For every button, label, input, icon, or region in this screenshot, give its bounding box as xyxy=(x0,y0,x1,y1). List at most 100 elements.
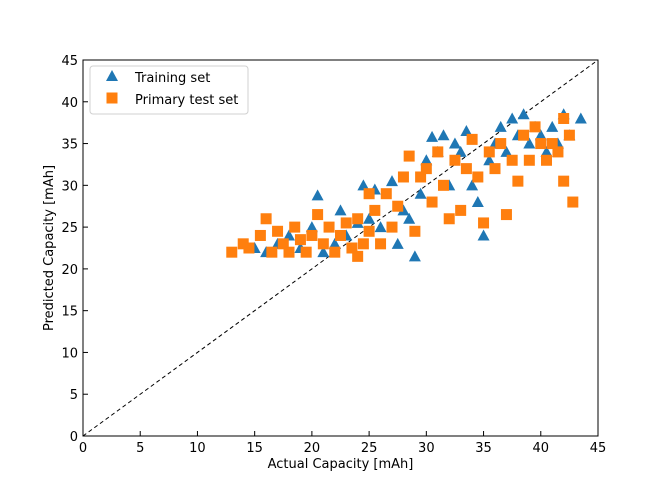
test-point-11 xyxy=(300,246,312,258)
test-point-28 xyxy=(397,171,409,183)
y-tick-label-3: 15 xyxy=(61,305,78,320)
test-point-19 xyxy=(346,242,358,254)
x-tick-label-6: 30 xyxy=(418,441,435,456)
training-point-8 xyxy=(328,237,341,249)
x-axis-label: Actual Capacity [mAh] xyxy=(268,457,414,472)
x-tick-label-5: 25 xyxy=(361,441,378,456)
x-tick-label-1: 5 xyxy=(136,441,144,456)
plot-area: 0 5 10 15 20 25 30 35 40 45 0 5 10 15 20 25 30 35 40 45 xyxy=(61,54,606,456)
test-point-16 xyxy=(329,246,341,258)
test-point-44 xyxy=(489,163,501,175)
test-point-8 xyxy=(283,246,295,258)
test-point-50 xyxy=(523,154,535,166)
test-point-37 xyxy=(449,154,461,166)
reference-line xyxy=(82,59,599,437)
test-point-36 xyxy=(443,213,455,225)
y-tick-label-1: 5 xyxy=(70,388,78,403)
training-point-20 xyxy=(408,250,421,262)
x-tick-label-3: 15 xyxy=(246,441,263,456)
training-point-31 xyxy=(471,196,484,208)
test-point-38 xyxy=(455,204,467,216)
legend-label-training-set: Training set xyxy=(134,71,210,86)
training-point-16 xyxy=(386,175,398,187)
test-point-53 xyxy=(541,154,552,166)
test-point-59 xyxy=(567,196,579,208)
test-point-54 xyxy=(546,138,558,150)
training-point-13 xyxy=(363,212,376,224)
training-point-39 xyxy=(517,108,530,120)
y-tick-label-6: 30 xyxy=(61,179,78,194)
test-point-58 xyxy=(563,129,575,141)
y-tick-label-4: 20 xyxy=(61,263,78,278)
training-point-17 xyxy=(391,237,404,249)
training-point-37 xyxy=(506,112,519,124)
y-axis-label: Predicted Capacity [mAh] xyxy=(42,165,57,331)
x-tick-label-0: 0 xyxy=(79,441,87,456)
y-tick-label-7: 35 xyxy=(61,138,78,153)
training-point-43 xyxy=(540,145,553,157)
test-point-20 xyxy=(352,213,364,225)
test-point-15 xyxy=(323,221,335,233)
test-point-17 xyxy=(335,229,346,241)
training-point-19 xyxy=(403,212,416,224)
training-point-42 xyxy=(534,129,547,141)
test-point-27 xyxy=(392,200,404,212)
test-point-55 xyxy=(552,146,564,158)
test-point-4 xyxy=(260,213,272,225)
training-point-25 xyxy=(437,129,450,141)
test-point-25 xyxy=(380,188,392,200)
y-tick-label-5: 25 xyxy=(61,221,78,236)
test-point-48 xyxy=(512,175,524,187)
test-point-24 xyxy=(375,238,387,250)
test-point-32 xyxy=(420,163,432,175)
training-point-3 xyxy=(283,229,295,241)
test-point-13 xyxy=(312,209,324,221)
test-point-39 xyxy=(460,163,472,175)
test-point-41 xyxy=(472,171,484,183)
test-point-47 xyxy=(506,154,518,166)
training-point-22 xyxy=(420,154,433,166)
training-point-32 xyxy=(477,229,490,241)
series-layer xyxy=(226,108,587,262)
test-point-2 xyxy=(243,242,255,254)
x-tick-label-2: 10 xyxy=(189,441,206,456)
test-point-23 xyxy=(369,204,381,216)
test-point-9 xyxy=(289,221,301,233)
legend-marker-primary-test-set xyxy=(106,92,118,104)
training-point-30 xyxy=(466,179,479,191)
training-point-29 xyxy=(460,125,473,137)
test-point-60 xyxy=(363,188,375,200)
test-point-29 xyxy=(403,150,415,162)
test-point-1 xyxy=(237,238,249,250)
test-point-57 xyxy=(558,112,570,124)
test-point-40 xyxy=(466,133,478,145)
test-point-12 xyxy=(306,229,318,241)
test-point-46 xyxy=(500,209,512,221)
test-point-6 xyxy=(272,225,284,237)
test-point-14 xyxy=(317,238,329,250)
test-point-42 xyxy=(478,217,490,229)
training-point-27 xyxy=(448,137,461,149)
test-point-21 xyxy=(357,238,369,250)
x-tick-label-7: 35 xyxy=(475,441,492,456)
test-point-34 xyxy=(432,146,444,158)
test-point-0 xyxy=(226,246,238,258)
test-point-52 xyxy=(535,138,547,150)
legend: Training set Primary test set xyxy=(89,65,249,115)
training-point-21 xyxy=(414,187,427,199)
test-point-30 xyxy=(409,225,421,237)
test-point-3 xyxy=(254,229,266,241)
training-point-33 xyxy=(483,154,496,166)
test-point-5 xyxy=(266,246,278,258)
test-point-10 xyxy=(294,234,306,246)
test-point-45 xyxy=(495,138,507,150)
training-point-18 xyxy=(397,204,410,216)
test-point-49 xyxy=(518,129,530,141)
training-point-15 xyxy=(374,221,387,233)
training-point-23 xyxy=(426,130,439,142)
test-point-18 xyxy=(340,217,352,229)
test-point-31 xyxy=(415,171,427,183)
test-point-7 xyxy=(277,238,289,250)
training-point-9 xyxy=(334,204,347,216)
